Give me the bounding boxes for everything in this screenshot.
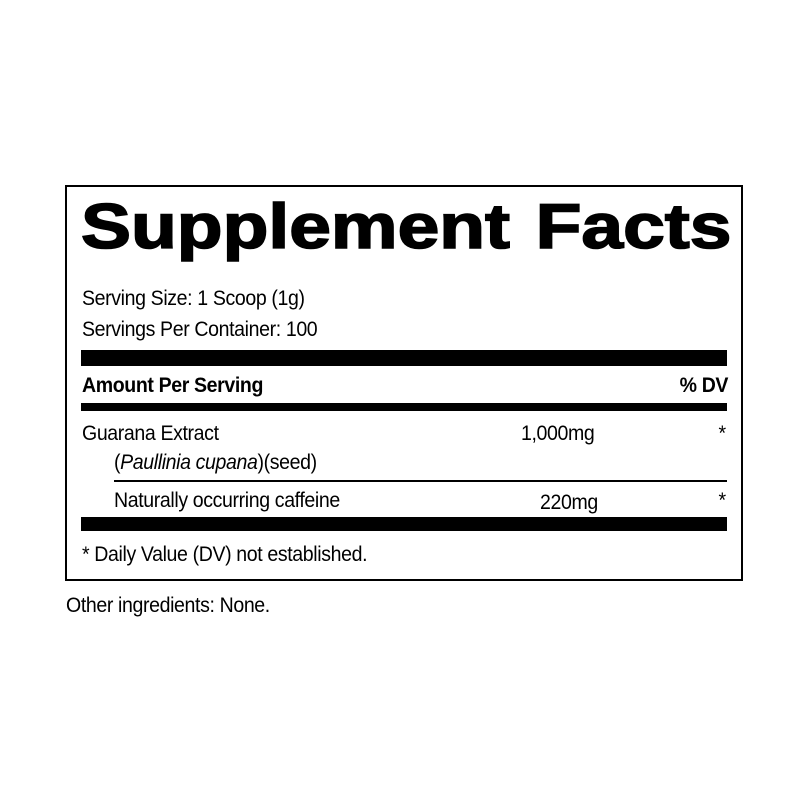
plant-part: )(seed) [257,451,318,474]
thick-divider [81,517,727,531]
other-ingredients: Other ingredients: None. [66,594,270,617]
supplement-facts-panel: Supplement Facts Serving Size: 1 Scoop (… [65,185,743,581]
medium-divider [81,403,727,411]
ingredient-dv: * [718,489,727,512]
amount-per-serving-header: Amount Per Serving [82,374,264,397]
thin-divider [114,480,727,482]
ingredient-source: (Paullinia cupana)(seed) [114,451,317,475]
servings-per-container: Servings Per Container: 100 [82,318,318,341]
ingredient-name: Naturally occurring caffeine [114,489,340,512]
dv-header: % DV [679,374,729,397]
ingredient-amount: 220mg [540,491,598,514]
footnote: * Daily Value (DV) not established. [82,543,368,566]
thick-divider [81,350,727,366]
ingredient-dv: * [718,422,727,445]
paren: ( [114,451,121,474]
ingredient-name: Guarana Extract [82,422,219,445]
serving-size: Serving Size: 1 Scoop (1g) [82,287,305,310]
botanical-name: Paullinia cupana [120,451,258,474]
ingredient-amount: 1,000mg [521,422,595,445]
panel-title: Supplement Facts [80,191,732,263]
